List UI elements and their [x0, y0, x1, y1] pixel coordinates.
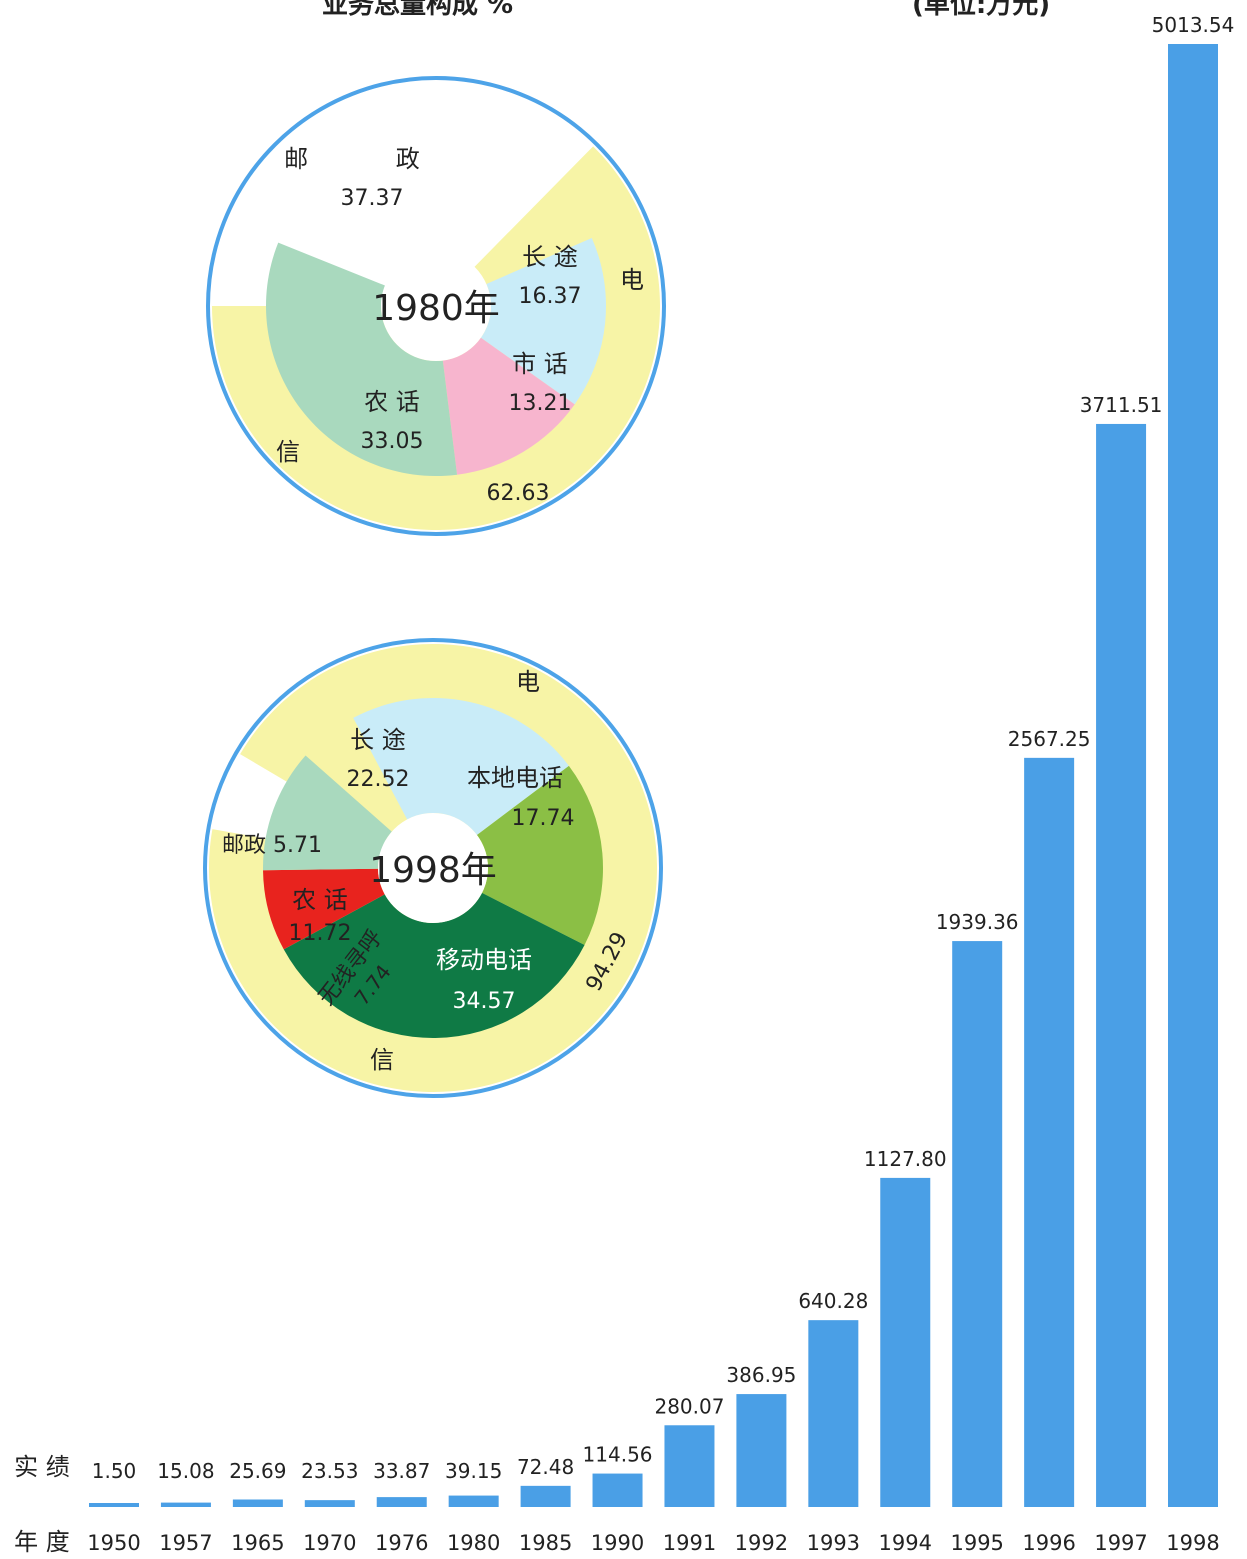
year-label-1985: 1985	[519, 1531, 572, 1555]
label-local-1980: 市 话	[512, 350, 568, 378]
value-label-1998: 5013.54	[1152, 13, 1235, 37]
value-label-1950: 1.50	[92, 1459, 137, 1483]
value-label-1990: 114.56	[583, 1443, 653, 1467]
bar-1990	[592, 1473, 643, 1507]
bar-1995	[952, 941, 1003, 1507]
label-localphone-1998: 本地电话	[467, 764, 563, 792]
value-label-1976: 33.87	[373, 1459, 430, 1483]
bar-1992	[736, 1394, 787, 1507]
bar-1996	[1024, 757, 1075, 1507]
value-rural-1980: 33.05	[361, 429, 424, 454]
year-label-1976: 1976	[375, 1531, 428, 1555]
year-label-1996: 1996	[1022, 1531, 1075, 1555]
value-telecom-1980: 62.63	[487, 481, 550, 506]
label-telecom-1998-b: 信	[370, 1046, 394, 1074]
year-label-1950: 1950	[87, 1531, 140, 1555]
year-label-1998: 1998	[1166, 1531, 1219, 1555]
bar-1970	[304, 1500, 355, 1507]
value-label-1970: 23.53	[301, 1459, 358, 1483]
outer-sector-0	[212, 81, 594, 307]
bar-1994	[880, 1177, 931, 1507]
value-longdist-1980: 16.37	[519, 284, 582, 309]
bar-1957	[160, 1502, 211, 1507]
label-longdist-1980: 长 途	[522, 243, 578, 271]
label-telecom-1980-b: 信	[276, 438, 300, 466]
year-label-1993: 1993	[807, 1531, 860, 1555]
inner-sector-1	[476, 765, 604, 946]
inner-sector-2	[266, 242, 458, 476]
value-label-1957: 15.08	[157, 1459, 214, 1483]
value-longdist-1998: 22.52	[347, 767, 410, 792]
row-label-values: 实 绩	[14, 1453, 70, 1481]
bar-1976	[376, 1497, 427, 1507]
bar-1991	[664, 1425, 715, 1507]
label-postal-1998: 邮政 5.71	[222, 833, 322, 858]
unit-label: (单位:万元)	[912, 0, 1051, 20]
value-label-1980: 39.15	[445, 1459, 502, 1483]
year-label-1990: 1990	[591, 1531, 644, 1555]
label-rural-1998: 农 话	[292, 886, 348, 914]
value-label-1991: 280.07	[654, 1394, 724, 1418]
donut-ring	[203, 638, 663, 1098]
bar-1980	[448, 1495, 499, 1507]
bar-1997	[1096, 423, 1147, 1508]
value-local-1980: 13.21	[509, 391, 572, 416]
year-label-1991: 1991	[663, 1531, 716, 1555]
donut-hole	[381, 251, 491, 361]
inner-sector-1	[442, 337, 575, 475]
label-telecom-1998-a: 电	[516, 668, 540, 696]
donut-hole	[378, 813, 488, 923]
year-label-1992: 1992	[735, 1531, 788, 1555]
year-label-1995: 1995	[950, 1531, 1003, 1555]
year-label-1957: 1957	[159, 1531, 212, 1555]
value-label-1985: 72.48	[517, 1455, 574, 1479]
value-rural-1998: 11.72	[289, 921, 352, 946]
inner-sector-0	[480, 237, 607, 405]
value-label-1965: 25.69	[229, 1459, 286, 1483]
value-localphone-1998: 17.74	[512, 806, 575, 831]
inner-sector-0	[353, 698, 569, 835]
donut-0: 1980年	[206, 76, 666, 536]
label-postal-1980: 邮 政	[284, 145, 460, 173]
value-label-1994: 1127.80	[864, 1147, 947, 1171]
inner-sector-3	[263, 868, 385, 950]
bar-1993	[808, 1320, 859, 1507]
value-postal-1980: 37.37	[341, 186, 404, 211]
year-label-1965: 1965	[231, 1531, 284, 1555]
label-rural-1980: 农 话	[364, 388, 420, 416]
value-label-1993: 640.28	[798, 1289, 868, 1313]
bar-1998	[1168, 44, 1218, 1507]
year-label-1997: 1997	[1094, 1531, 1147, 1555]
year-label-1994: 1994	[879, 1531, 932, 1555]
value-mobile-1998: 34.57	[453, 989, 516, 1014]
value-label-1996: 2567.25	[1008, 727, 1091, 751]
donut-ring	[206, 76, 666, 536]
inner-sector-2	[283, 892, 585, 1039]
bar-1950	[89, 1503, 139, 1507]
value-label-1995: 1939.36	[936, 910, 1019, 934]
center-label: 1998年	[369, 850, 497, 891]
year-label-1980: 1980	[447, 1531, 500, 1555]
label-telecom-1980-a: 电	[620, 266, 644, 294]
value-label-1992: 386.95	[726, 1363, 796, 1387]
label-mobile-1998: 移动电话	[436, 946, 532, 974]
bar-1985	[520, 1485, 571, 1507]
composition-title: 业务总量构成 %	[322, 0, 514, 20]
label-longdist-1998: 长 途	[350, 726, 406, 754]
bar-1965	[232, 1499, 283, 1507]
inner-sector-4	[263, 755, 392, 871]
donut-1: 1998年	[203, 638, 663, 1098]
row-label-years: 年 度	[14, 1528, 70, 1556]
year-label-1970: 1970	[303, 1531, 356, 1555]
value-label-1997: 3711.51	[1080, 393, 1163, 417]
center-label: 1980年	[372, 288, 500, 329]
